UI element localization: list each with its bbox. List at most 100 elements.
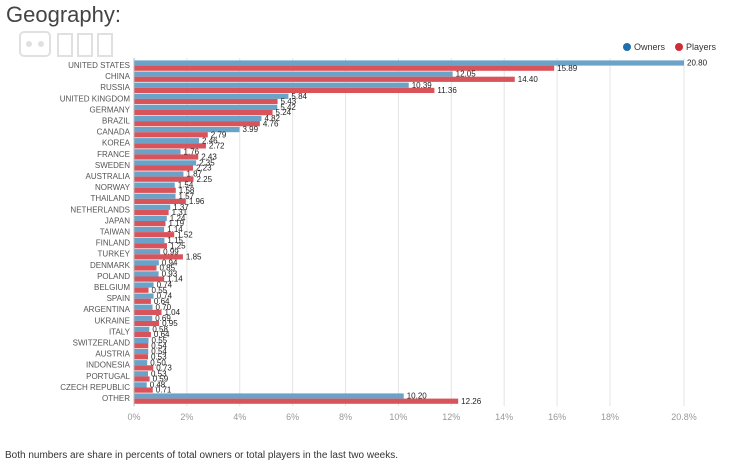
- bar-owners: [134, 238, 165, 244]
- bar-players: [134, 254, 183, 260]
- bar-owners: [134, 293, 154, 299]
- category-label: POLAND: [97, 272, 130, 281]
- data-label-owners: 0.94: [162, 258, 178, 267]
- bar-owners: [134, 337, 149, 344]
- data-label-owners: 0.48: [150, 381, 166, 390]
- category-label: NETHERLANDS: [70, 205, 130, 214]
- data-label-owners: 0.58: [152, 325, 168, 334]
- data-label-players: 1.25: [170, 241, 186, 250]
- data-label-owners: 0.70: [156, 303, 172, 312]
- bar-owners: [134, 149, 181, 155]
- bar-players: [134, 198, 186, 204]
- data-label-players: 0.73: [156, 364, 172, 373]
- data-label-players: 1.19: [168, 219, 184, 228]
- data-label-owners: 1.37: [173, 203, 189, 212]
- data-label-owners: 1.76: [184, 147, 200, 156]
- bar-players: [134, 387, 153, 393]
- data-label-owners: 20.80: [687, 59, 708, 68]
- bar-players: [134, 76, 515, 82]
- data-label-players: 5.43: [281, 97, 297, 106]
- x-tick-label: 18%: [601, 412, 619, 422]
- bar-players: [134, 320, 160, 327]
- data-label-players: 4.76: [263, 119, 279, 128]
- legend-item-players[interactable]: Players: [674, 42, 716, 52]
- x-tick-label: 16%: [548, 412, 566, 422]
- data-label-owners: 10.39: [412, 81, 433, 90]
- category-label: CANADA: [97, 128, 131, 137]
- category-label: UKRAINE: [94, 316, 130, 325]
- category-label: OTHER: [102, 394, 130, 403]
- bar-owners: [134, 360, 148, 366]
- data-label-players: 2.23: [196, 164, 212, 173]
- chart-legend: Owners Players: [622, 42, 716, 52]
- data-label-players: 0.64: [154, 297, 170, 306]
- legend-item-owners[interactable]: Owners: [622, 42, 665, 52]
- category-label: INDONESIA: [86, 361, 131, 370]
- bar-players: [134, 232, 175, 238]
- category-label: FINLAND: [96, 239, 130, 248]
- category-label: NORWAY: [95, 183, 131, 192]
- category-label: AUSTRALIA: [86, 172, 131, 181]
- category-label: AUSTRIA: [95, 350, 130, 359]
- bar-owners: [134, 127, 240, 133]
- legend-label-owners: Owners: [633, 42, 665, 52]
- x-tick-label: 20.8%: [671, 412, 697, 422]
- category-label: BELGIUM: [94, 283, 130, 292]
- bar-owners: [134, 71, 453, 77]
- x-tick-label: 14%: [495, 412, 513, 422]
- bar-players: [134, 265, 157, 271]
- bar-owners: [134, 304, 153, 310]
- data-label-owners: 2.46: [202, 136, 218, 145]
- bar-owners: [134, 271, 159, 277]
- bar-owners: [134, 193, 176, 199]
- category-label: CZECH REPUBLIC: [60, 383, 130, 392]
- category-label: SWITZERLAND: [73, 339, 131, 348]
- category-label: SWEDEN: [95, 161, 130, 170]
- category-label: KOREA: [102, 139, 131, 148]
- bar-owners: [134, 115, 262, 122]
- category-label: DENMARK: [90, 261, 131, 270]
- x-tick-label: 6%: [286, 412, 299, 422]
- bar-players: [134, 298, 151, 304]
- data-label-owners: 1.87: [186, 170, 202, 179]
- bar-players: [134, 65, 555, 71]
- data-label-players: 1.96: [189, 197, 205, 206]
- data-label-owners: 1.57: [179, 192, 195, 201]
- category-label: JAPAN: [105, 216, 130, 225]
- data-label-players: 1.31: [172, 208, 188, 217]
- bar-owners: [134, 349, 149, 355]
- bar-owners: [134, 171, 184, 177]
- bar-owners: [134, 182, 175, 188]
- data-label-players: 2.79: [211, 130, 227, 139]
- bar-players: [134, 243, 168, 249]
- data-label-players: 0.53: [151, 352, 167, 361]
- data-label-players: 0.71: [156, 386, 172, 395]
- bar-players: [134, 276, 165, 282]
- bar-players: [134, 154, 199, 160]
- bar-players: [134, 309, 162, 315]
- data-label-owners: 5.84: [291, 92, 307, 101]
- data-label-owners: 3.99: [243, 125, 259, 134]
- data-label-players: 11.36: [437, 86, 457, 95]
- bar-players: [134, 343, 149, 349]
- bar-players: [134, 398, 459, 404]
- legend-swatch-owners: [622, 43, 631, 51]
- bar-players: [134, 87, 435, 93]
- bar-owners: [134, 382, 147, 388]
- x-tick-label: 4%: [233, 412, 246, 422]
- data-label-players: 1.04: [165, 308, 181, 317]
- data-label-owners: 0.74: [157, 281, 173, 290]
- bar-owners: [134, 204, 171, 210]
- bar-owners: [134, 226, 165, 233]
- bar-players: [134, 209, 169, 216]
- data-label-owners: 0.54: [151, 347, 167, 356]
- data-label-players: 1.58: [179, 186, 195, 195]
- legend-label-players: Players: [685, 42, 716, 52]
- data-label-owners: 0.55: [152, 336, 168, 345]
- category-label: PORTUGAL: [86, 372, 130, 381]
- data-label-players: 1.52: [177, 230, 193, 239]
- data-label-players: 14.40: [518, 75, 539, 84]
- chart-footnote: Both numbers are share in percents of to…: [5, 450, 398, 461]
- category-label: ITALY: [109, 327, 131, 336]
